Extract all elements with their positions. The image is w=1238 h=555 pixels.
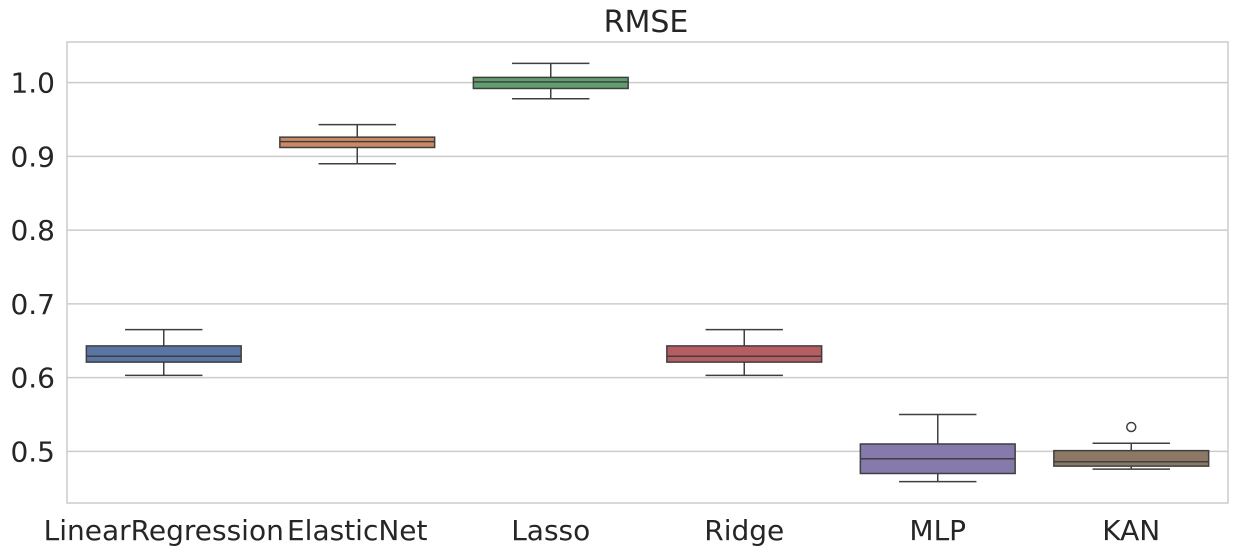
y-tick-label: 0.5	[10, 435, 55, 468]
box-kan	[1053, 421, 1210, 470]
box-mlp	[859, 413, 1016, 483]
x-tick-label: Lasso	[511, 514, 590, 547]
x-tick-label: Ridge	[704, 514, 784, 547]
y-tick-labels: 0.5 0.6 0.7 0.8 0.9 1.0	[10, 67, 55, 469]
y-tick-label: 1.0	[10, 67, 55, 100]
iqr-box	[666, 345, 823, 363]
iqr-box	[472, 76, 629, 90]
chart-title: RMSE	[604, 5, 689, 40]
x-tick-labels: LinearRegression ElasticNet Lasso Ridge MLP K…	[44, 514, 1161, 547]
box-elasticnet	[279, 123, 436, 165]
box-linearregression	[85, 328, 242, 377]
y-tick-label: 0.7	[10, 288, 55, 321]
x-tick-label: MLP	[909, 514, 966, 547]
y-tick-label: 0.6	[10, 362, 55, 395]
iqr-box	[85, 345, 242, 363]
gridlines	[67, 81, 1228, 453]
plot-frame	[66, 41, 1229, 504]
iqr-box	[1053, 449, 1210, 467]
x-tick-label: LinearRegression	[44, 514, 284, 547]
x-tick-label: ElasticNet	[287, 514, 428, 547]
y-tick-label: 0.8	[10, 214, 55, 247]
box-ridge	[666, 328, 823, 377]
boxes	[85, 62, 1210, 483]
outlier-point	[1126, 421, 1137, 433]
box-lasso	[472, 62, 629, 100]
y-tick-label: 0.9	[10, 140, 55, 173]
x-tick-label: KAN	[1102, 514, 1160, 547]
